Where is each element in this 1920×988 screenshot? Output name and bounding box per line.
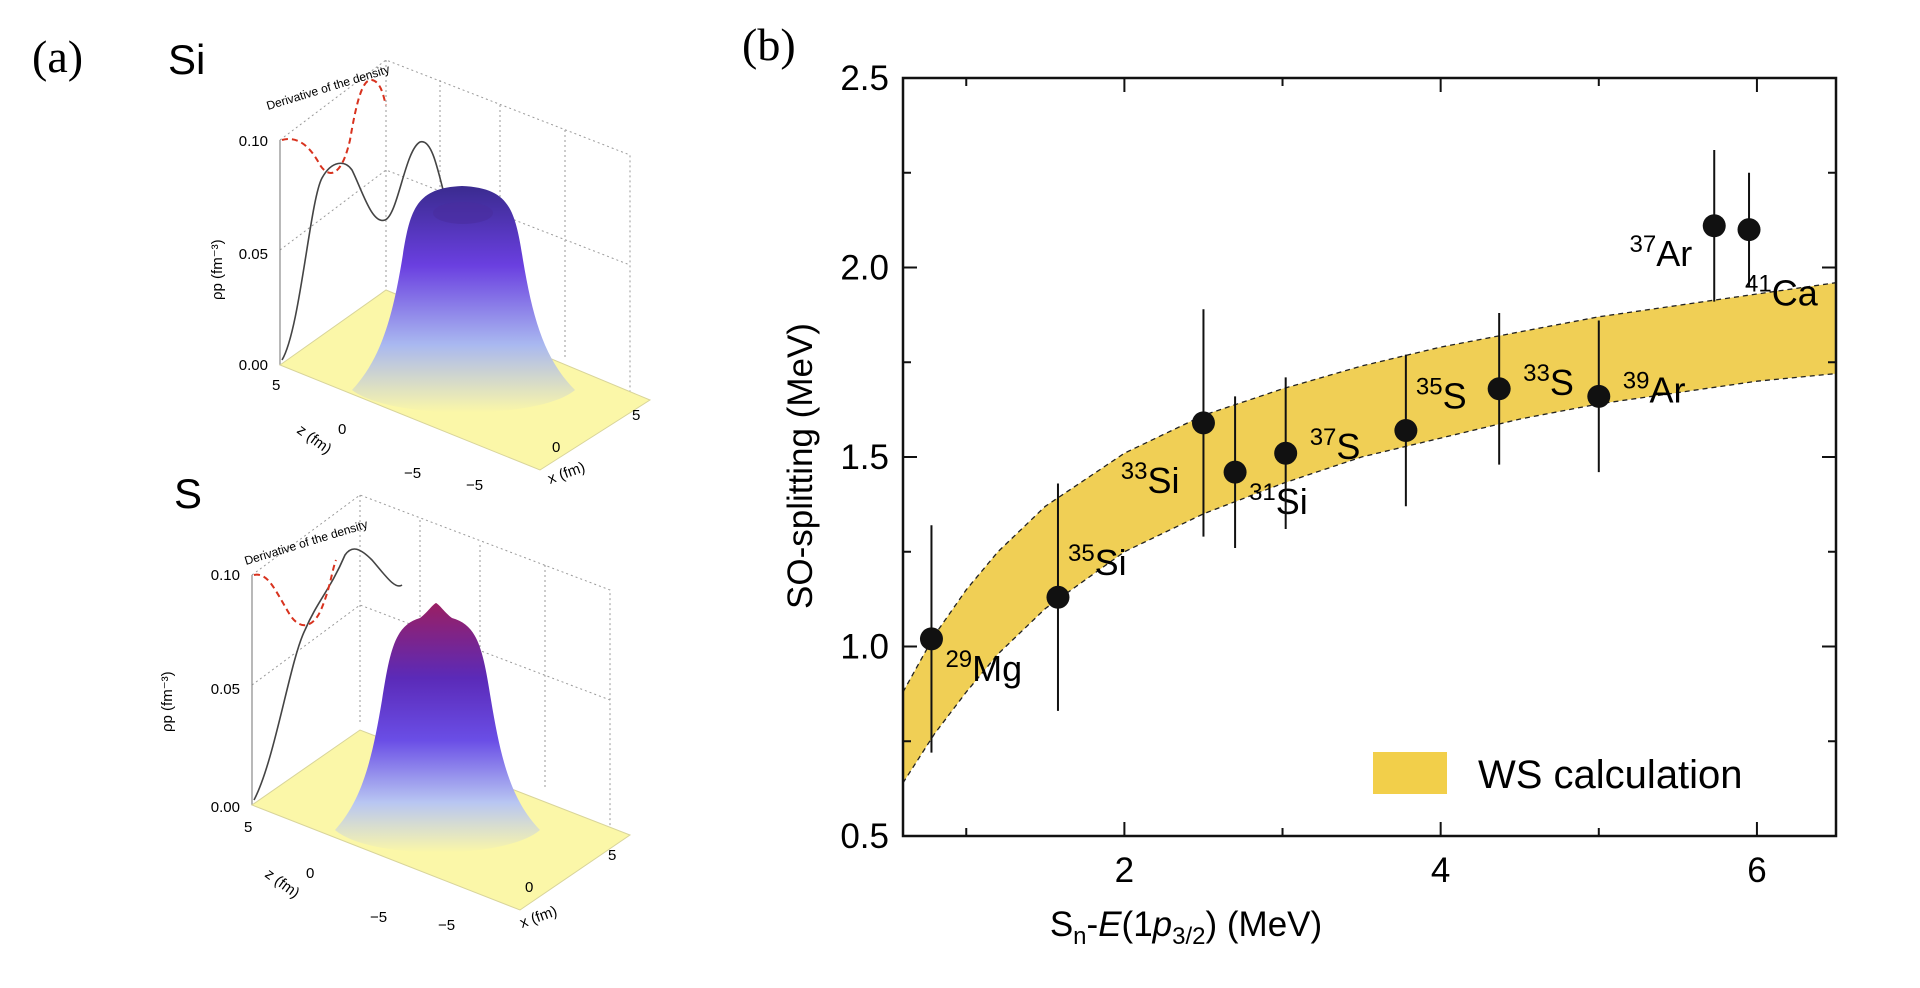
ws-band-upper-edge [902, 282, 1837, 693]
panel-b-label: (b) [742, 19, 796, 70]
y-axis-label: SO-splitting (MeV) [781, 323, 820, 609]
s-derivative-label: Derivative of the density [243, 517, 370, 568]
s-element-label: S [174, 470, 202, 517]
y-tick-label: 2.0 [840, 249, 889, 288]
ws-band-lower-edge [902, 372, 1837, 784]
y-tick-label: 1.5 [840, 438, 889, 477]
x-axis-label: Sn-E(1p3/2) (MeV) [1050, 905, 1322, 950]
si-x-tick: −5 [466, 477, 483, 494]
si-surface-crater [433, 202, 493, 224]
isotope-label: 33Si [1121, 458, 1180, 501]
x-tick-label: 6 [1747, 851, 1766, 890]
isotope-label: 37Ar [1630, 231, 1693, 274]
s-z-axis-label: ρp (fm⁻³) [159, 671, 176, 732]
legend-swatch [1373, 752, 1447, 794]
isotope-label: 33S [1523, 360, 1574, 403]
si-density-plot: Si Derivative of the density 0.10 0.05 0… [168, 36, 652, 494]
s-density-profile-curve [253, 548, 403, 801]
s-y-tick: 0 [306, 865, 314, 882]
data-point [1274, 441, 1298, 465]
si-derivative-curve [281, 79, 387, 174]
y-tick-label: 1.0 [840, 628, 889, 667]
x-tick-label: 2 [1115, 851, 1134, 890]
si-x-tick: 5 [632, 407, 640, 424]
data-point [1737, 218, 1761, 242]
s-y-axis-label: z (fm) [262, 865, 303, 901]
data-point [919, 627, 943, 651]
s-z-tick: 0.00 [211, 799, 240, 816]
isotope-label: 41Ca [1745, 271, 1819, 314]
legend-label: WS calculation [1478, 753, 1743, 797]
si-z-tick: 0.00 [239, 357, 268, 374]
si-z-tick: 0.10 [239, 133, 268, 150]
si-y-tick: −5 [404, 465, 421, 482]
y-tick-label: 0.5 [840, 817, 889, 856]
si-element-label: Si [168, 36, 205, 83]
s-density-surface [335, 603, 540, 853]
isotope-label: 39Ar [1623, 367, 1686, 410]
si-x-tick: 0 [552, 439, 560, 456]
si-derivative-label: Derivative of the density [265, 62, 392, 113]
data-point [1487, 377, 1511, 401]
isotope-label: 37S [1310, 424, 1361, 467]
si-density-surface [352, 186, 575, 413]
s-derivative-curve [253, 559, 337, 627]
panel-a-label: (a) [32, 31, 83, 82]
s-z-tick: 0.05 [211, 681, 240, 698]
si-density-profile-curve [281, 141, 449, 361]
s-x-tick: 5 [608, 847, 616, 864]
s-y-tick: −5 [370, 909, 387, 926]
data-point [1394, 418, 1418, 442]
data-point [1223, 460, 1247, 484]
si-z-tick: 0.05 [239, 246, 268, 263]
ws-calculation-band [903, 282, 1836, 783]
s-z-tick: 0.10 [211, 567, 240, 584]
data-point [1587, 384, 1611, 408]
isotope-label: 29Mg [945, 646, 1022, 689]
s-x-tick: −5 [438, 917, 455, 934]
data-point [1702, 214, 1726, 238]
si-y-tick: 0 [338, 421, 346, 438]
si-y-axis-label: z (fm) [294, 421, 335, 457]
si-y-tick: 5 [272, 377, 280, 394]
isotope-label: 31Si [1249, 479, 1308, 522]
s-x-tick: 0 [525, 879, 533, 896]
data-point [1191, 411, 1215, 435]
s-y-tick: 5 [244, 819, 252, 836]
plot-frame [901, 76, 1838, 838]
s-density-plot: S Derivative of the density 0.10 0.05 0.… [159, 470, 632, 934]
isotope-label: 35S [1416, 373, 1467, 416]
x-tick-label: 4 [1431, 851, 1450, 890]
y-tick-label: 2.5 [840, 59, 889, 98]
legend: WS calculation [1373, 752, 1743, 797]
isotope-label: 35Si [1068, 540, 1127, 583]
data-point [1046, 585, 1070, 609]
si-z-axis-label: ρp (fm⁻³) [209, 239, 226, 300]
